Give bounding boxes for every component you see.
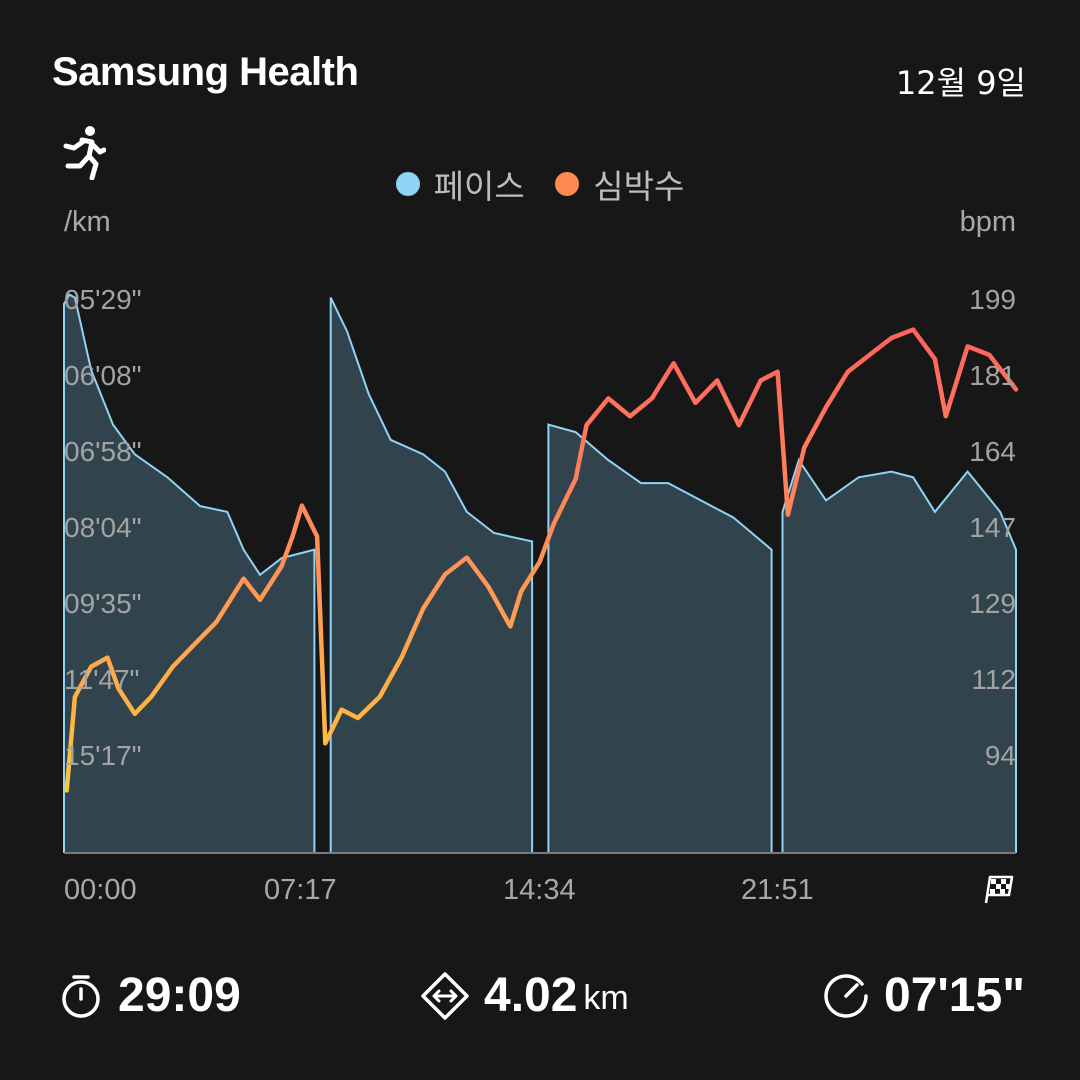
running-person-icon (63, 126, 106, 180)
legend-pace-label: 페이스 (433, 167, 525, 206)
stopwatch-icon (62, 974, 100, 1018)
pace-area-segment (548, 424, 772, 853)
distance-stat: 4.02 km (420, 968, 629, 1023)
distance-arrows-icon (421, 971, 469, 1020)
legend-pace: 페이스 (395, 160, 525, 208)
time-tick: 21:51 (741, 874, 814, 906)
pace-tick: 08'04" (64, 512, 142, 543)
duration-value: 29:09 (118, 969, 241, 1022)
pace-tick: 11'47" (64, 664, 140, 695)
duration-stat: 29:09 (58, 968, 241, 1023)
pace-tick: 06'08" (64, 360, 142, 391)
pace-line-segment (329, 297, 534, 853)
legend-heart-label: 심박수 (593, 167, 685, 206)
avg-pace-stat: 07'15" (822, 968, 1025, 1023)
pace-tick: 05'29" (64, 284, 142, 315)
heart-rate-line (64, 327, 1019, 793)
workout-date: 12월 9일 (895, 64, 1026, 102)
time-tick: 00:00 (64, 874, 137, 906)
heart-rate-tick: 181 (969, 360, 1016, 391)
heart-rate-tick: 129 (969, 588, 1016, 619)
pace-tick: 15'17" (64, 740, 142, 771)
heart-rate-tick: 147 (969, 512, 1016, 543)
heart-rate-axis-unit: bpm (959, 206, 1016, 238)
heart-rate-tick: 112 (971, 664, 1016, 695)
finish-flag-icon (984, 875, 1014, 904)
pace-axis-unit: /km (64, 206, 111, 238)
heart-rate-tick: 94 (984, 740, 1016, 771)
distance-unit: km (583, 979, 629, 1017)
app-title: Samsung Health (52, 50, 359, 94)
heart-rate-dot (555, 172, 580, 196)
speed-gauge-icon (824, 973, 868, 1018)
heart-rate-tick: 199 (969, 284, 1016, 315)
time-tick: 14:34 (503, 874, 576, 906)
pace-dot (395, 172, 420, 196)
distance-value: 4.02 (484, 969, 578, 1022)
pace-tick: 09'35" (64, 588, 142, 619)
avg-pace-value: 07'15" (884, 969, 1025, 1022)
pace-area-segment (330, 297, 533, 854)
time-tick: 07:17 (264, 874, 337, 906)
pace-line-segment (547, 423, 773, 853)
heart-rate-tick: 164 (969, 436, 1016, 467)
legend-heart-rate: 심박수 (555, 160, 684, 208)
pace-tick: 06'58" (64, 436, 142, 467)
chart-legend: 페이스 심박수 (0, 160, 1080, 208)
